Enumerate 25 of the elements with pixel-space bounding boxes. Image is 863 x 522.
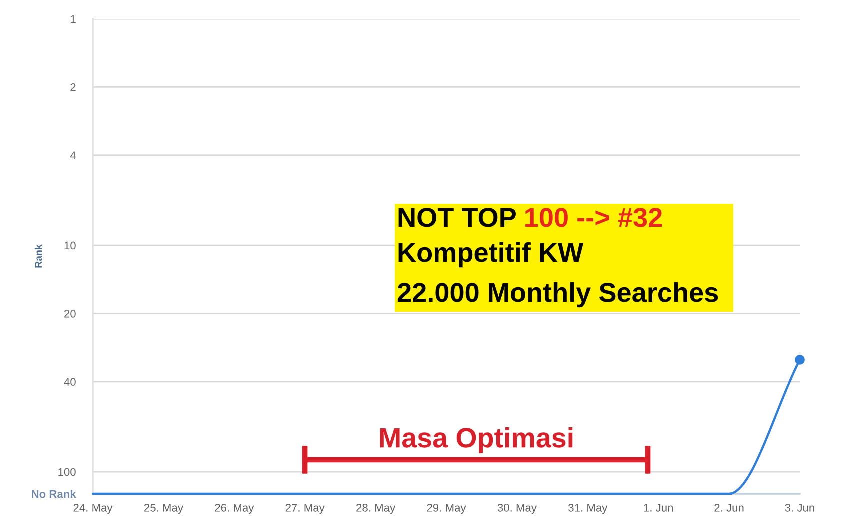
- annotation: Masa Optimasi: [380, 427, 573, 454]
- x-tick-label: 25. May: [144, 504, 184, 514]
- y-tick-label: 10: [64, 242, 76, 250]
- annotation: 100 --> #32: [526, 208, 662, 228]
- x-tick-label: 28. May: [356, 504, 396, 514]
- x-tick-label: 26. May: [215, 504, 254, 514]
- y-tick-label: 40: [64, 378, 76, 386]
- x-tick-label: 3. Jun: [785, 504, 814, 512]
- x-tick-label: 29. May: [427, 504, 466, 514]
- annotation: NOT TOP: [398, 208, 516, 228]
- y-tick-label: 1: [71, 15, 76, 24]
- y-tick-label: No Rank: [32, 490, 76, 498]
- x-tick-label: 2. Jun: [714, 504, 744, 512]
- x-tick-label: 31. May: [568, 504, 608, 514]
- x-tick-label: 1. Jun: [644, 504, 674, 512]
- x-tick-label: 27. May: [286, 504, 325, 514]
- annotation: 22.000 Monthly Searches: [398, 282, 718, 308]
- y-tick-label: 100: [58, 468, 76, 476]
- y-tick-label: 4: [70, 152, 76, 160]
- x-tick-label: 30. May: [498, 504, 537, 514]
- y-tick-label: 20: [64, 310, 76, 318]
- y-tick-label: 2: [70, 83, 76, 92]
- y-axis-title: Rank: [34, 244, 42, 268]
- annotation: Kompetitif KW: [398, 242, 584, 268]
- x-tick-label: 24. May: [74, 504, 113, 514]
